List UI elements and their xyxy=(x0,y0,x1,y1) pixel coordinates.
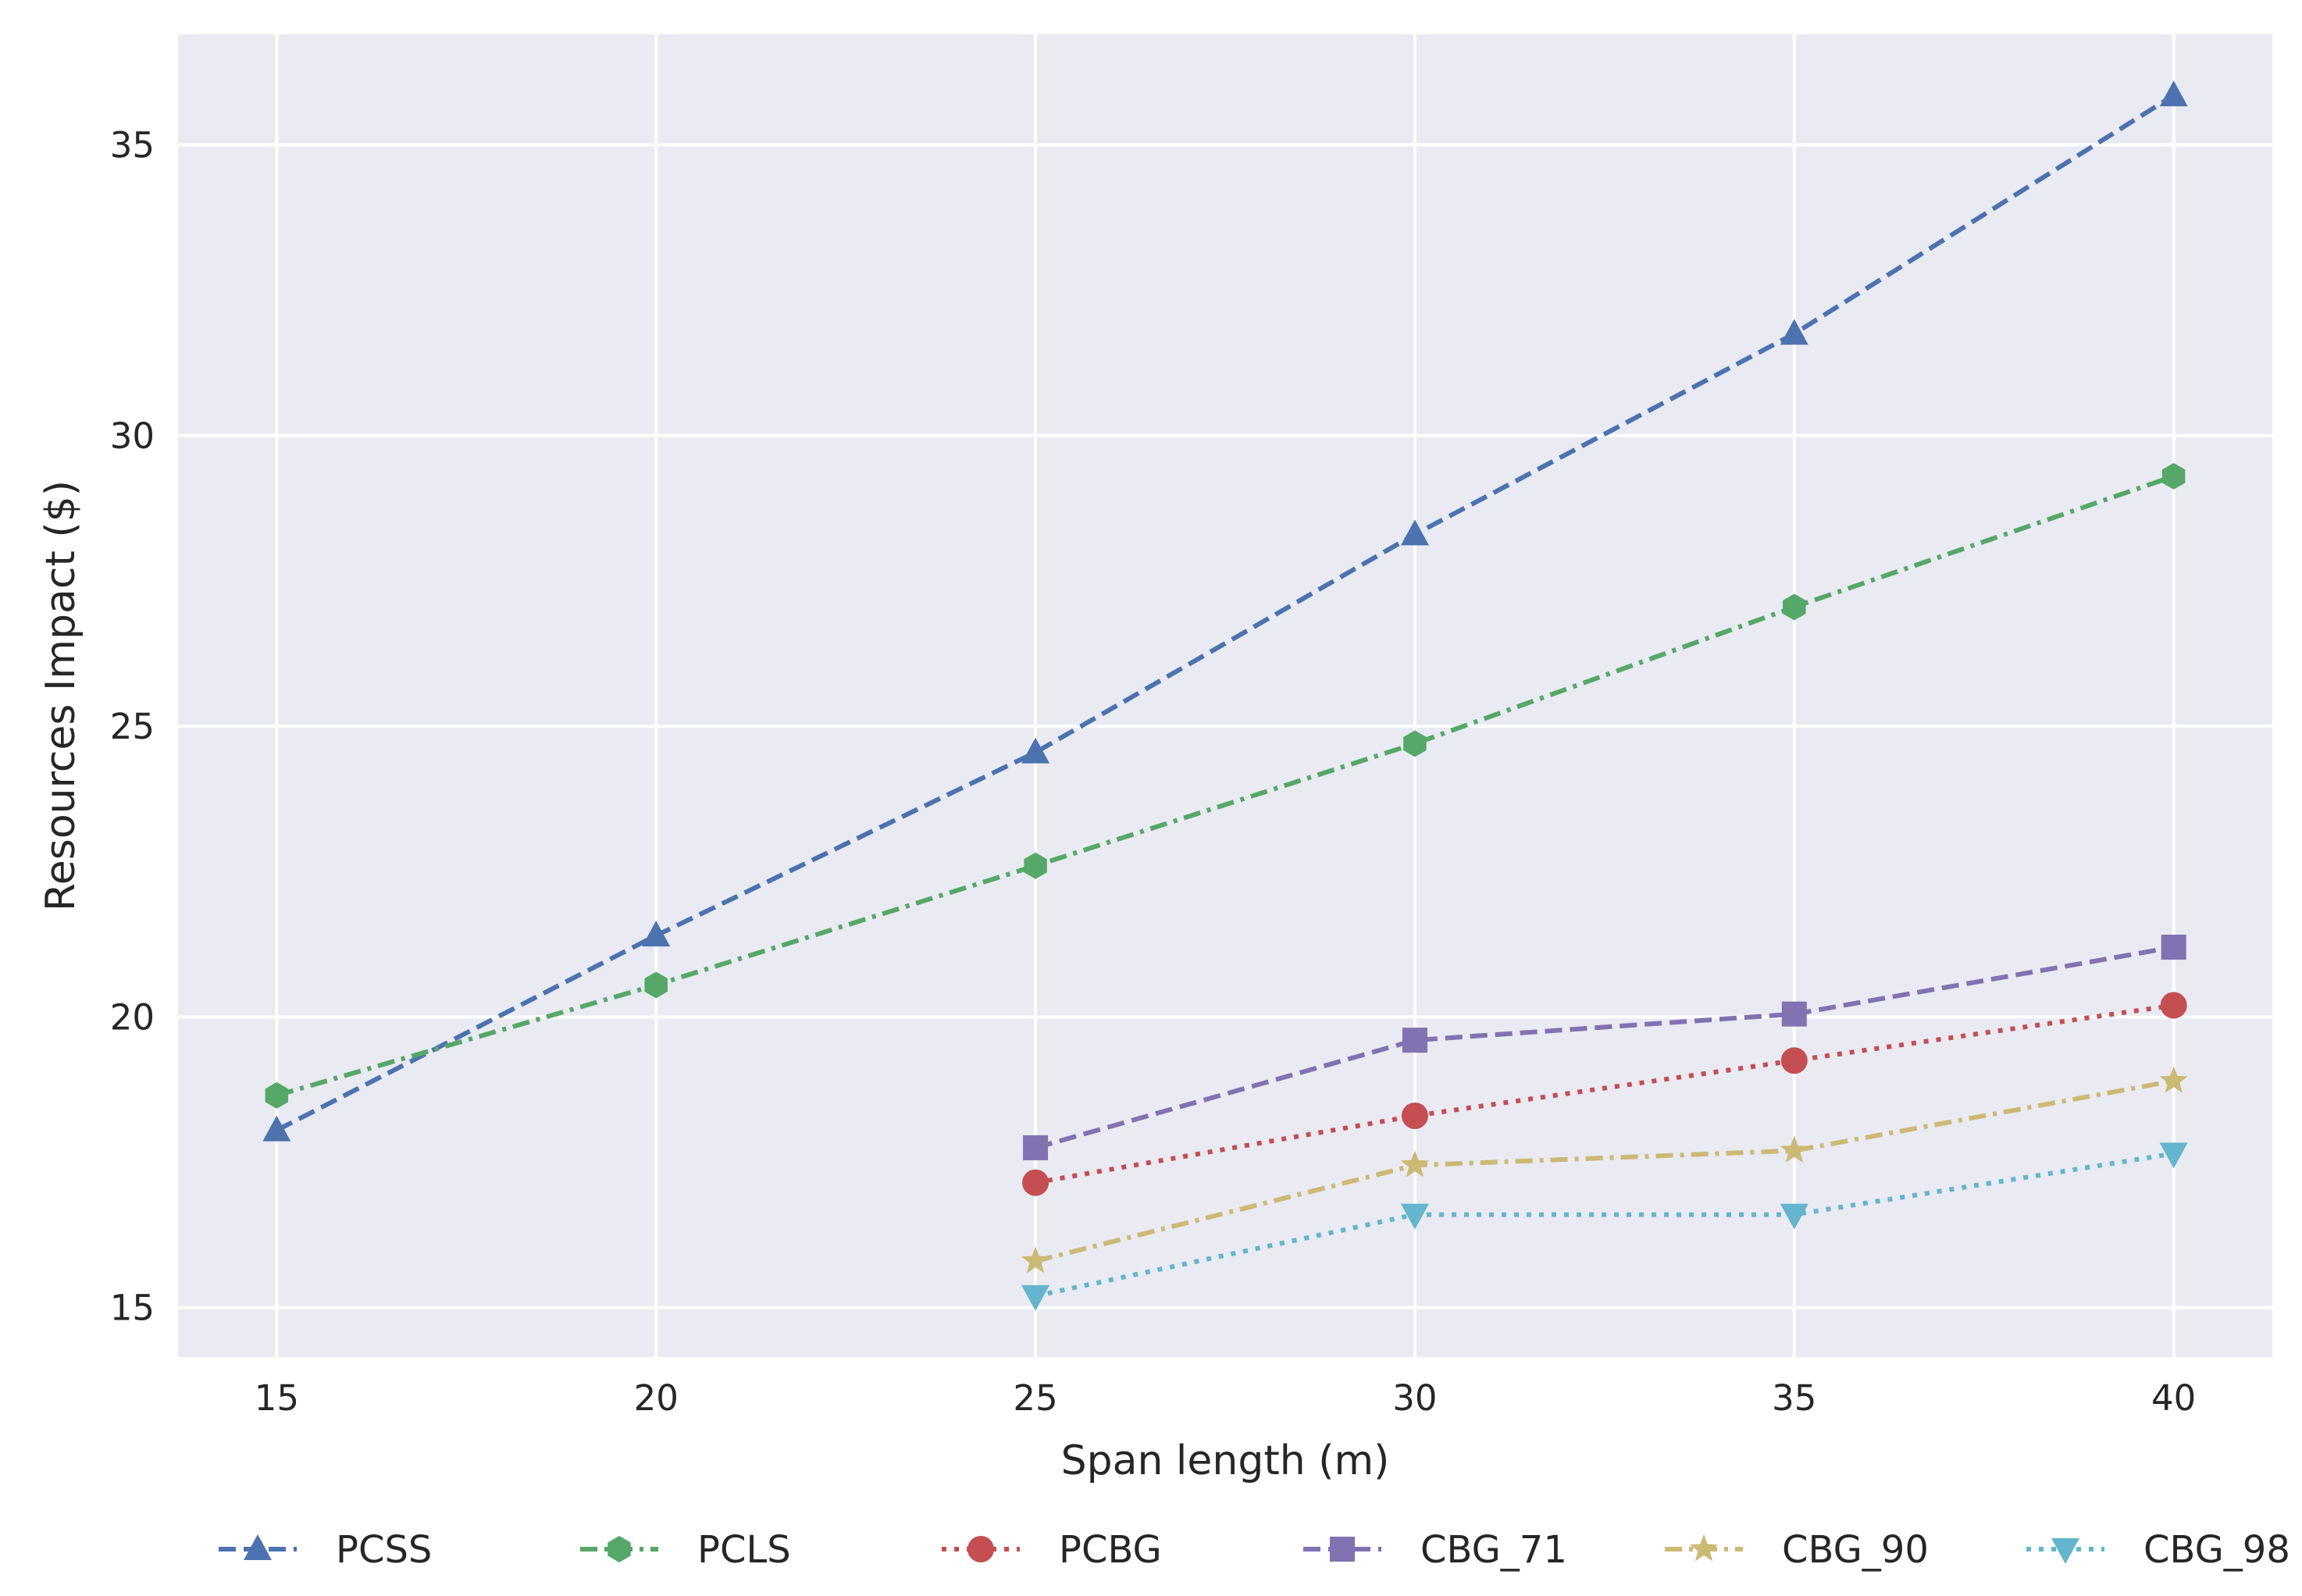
data-point xyxy=(1780,1203,1808,1230)
x-axis-label: Span length (m) xyxy=(1061,1437,1390,1484)
data-point xyxy=(1780,1047,1808,1074)
series-lines xyxy=(262,80,2188,1311)
legend-marker xyxy=(967,1536,994,1562)
legend-item: CBG_90 xyxy=(1665,1528,1929,1572)
data-point xyxy=(2161,462,2186,490)
legend-marker xyxy=(1689,1534,1719,1562)
x-tick-label: 30 xyxy=(1392,1377,1437,1419)
data-point xyxy=(1400,519,1429,546)
y-axis-label: Resources Impact ($) xyxy=(37,480,84,911)
x-tick-label: 20 xyxy=(634,1377,679,1419)
legend-label: PCLS xyxy=(697,1528,791,1572)
data-point xyxy=(1780,1135,1808,1163)
data-point xyxy=(2161,935,2186,960)
legend: PCSS PCLS PCBG CBG_71 CBG_90 CBG_98 xyxy=(219,1528,2290,1572)
legend-item: PCBG xyxy=(942,1528,1162,1572)
data-point xyxy=(1400,1150,1430,1177)
data-point xyxy=(1401,1102,1428,1129)
y-tick-label: 15 xyxy=(110,1288,155,1329)
series-cbg-90 xyxy=(1021,1066,2188,1274)
data-point xyxy=(265,1081,289,1109)
tick-labels: 15 20 25 30 35 40 15 20 25 30 35 xyxy=(110,124,2197,1419)
data-point xyxy=(1021,1284,1050,1311)
data-point xyxy=(644,971,668,999)
data-point xyxy=(2159,1142,2188,1169)
legend-marker xyxy=(1330,1537,1355,1562)
data-point xyxy=(2160,992,2187,1019)
data-point xyxy=(1402,1028,1427,1053)
y-tick-label: 25 xyxy=(110,706,155,747)
legend-label: PCSS xyxy=(336,1528,432,1572)
y-tick-label: 20 xyxy=(110,996,155,1038)
legend-item: CBG_98 xyxy=(2026,1528,2290,1572)
legend-marker xyxy=(608,1536,631,1562)
series-line xyxy=(1035,1003,2175,1185)
legend-label: PCBG xyxy=(1059,1528,1162,1572)
series-line xyxy=(1035,945,2175,1150)
data-point xyxy=(1781,1001,1807,1027)
data-point xyxy=(1400,1203,1429,1230)
series-cbg-71 xyxy=(1023,935,2186,1160)
data-point xyxy=(1021,737,1050,764)
legend-item: PCLS xyxy=(580,1528,791,1572)
data-point xyxy=(1021,1246,1050,1274)
series-cbg-98 xyxy=(1021,1142,2188,1311)
series-line xyxy=(1035,1078,2175,1264)
series-pcss xyxy=(262,80,2188,1142)
series-line xyxy=(276,474,2175,1098)
y-tick-label: 30 xyxy=(110,415,155,457)
x-tick-label: 15 xyxy=(255,1377,299,1419)
legend-label: CBG_71 xyxy=(1420,1528,1567,1572)
series-line xyxy=(1035,1151,2175,1299)
legend-item: PCSS xyxy=(219,1528,432,1572)
data-point xyxy=(1780,319,1808,345)
data-point xyxy=(1023,1135,1049,1160)
legend-marker xyxy=(2051,1538,2079,1564)
series-pcbg xyxy=(1022,992,2187,1196)
legend-item: CBG_71 xyxy=(1303,1528,1567,1572)
data-point xyxy=(262,1115,291,1142)
series-line xyxy=(275,93,2175,1133)
grid-lines xyxy=(178,34,2272,1357)
x-tick-label: 40 xyxy=(2151,1377,2196,1419)
legend-label: CBG_98 xyxy=(2143,1528,2290,1572)
data-point xyxy=(1403,730,1427,757)
data-point xyxy=(2159,80,2188,107)
legend-label: CBG_90 xyxy=(1782,1528,1929,1572)
data-point xyxy=(1022,1169,1049,1196)
legend-marker xyxy=(244,1534,272,1560)
data-point xyxy=(1024,852,1047,879)
x-tick-label: 25 xyxy=(1013,1377,1057,1419)
data-point xyxy=(1783,593,1806,621)
data-point xyxy=(2159,1066,2188,1093)
series-pcls xyxy=(265,462,2186,1109)
x-tick-label: 35 xyxy=(1772,1377,1816,1419)
data-point xyxy=(642,921,671,947)
y-tick-label: 35 xyxy=(110,124,155,166)
